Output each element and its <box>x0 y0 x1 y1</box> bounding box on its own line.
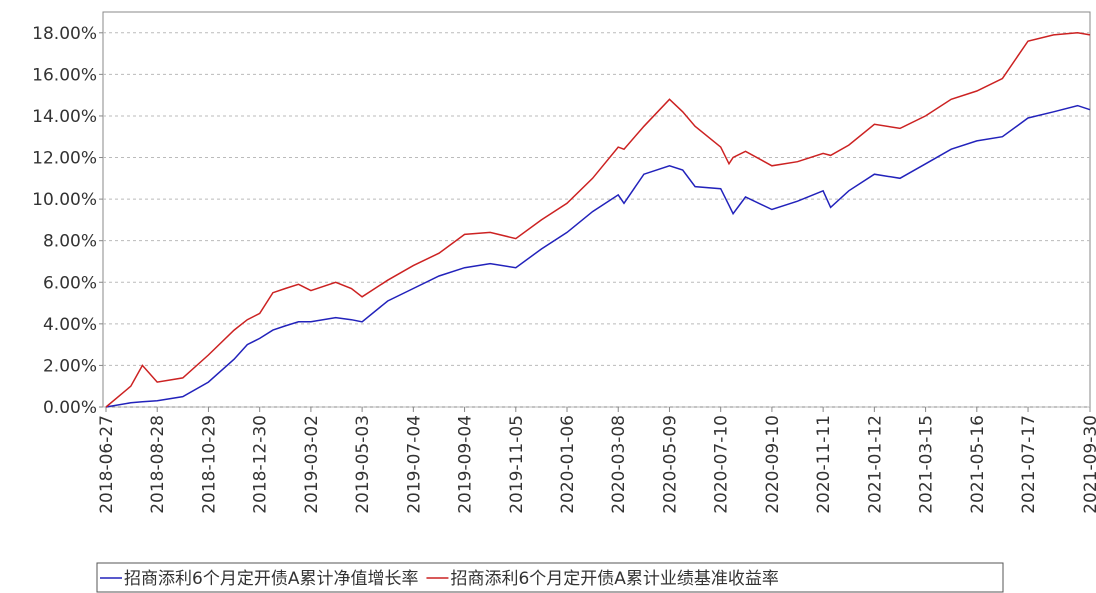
y-tick-label: 8.00% <box>43 232 97 252</box>
y-tick-label: 14.00% <box>32 107 97 127</box>
x-tick-label: 2021-03-15 <box>917 415 937 514</box>
line-series <box>105 32 1091 408</box>
x-tick-label: 2018-12-30 <box>251 415 271 514</box>
x-tick-label: 2020-09-10 <box>763 415 783 514</box>
x-tick-label: 2020-05-09 <box>660 415 680 514</box>
legend-box <box>96 562 1004 593</box>
x-tick-label: 2019-09-04 <box>456 415 476 514</box>
legend-label: 招商添利6个月定开债A累计业绩基准收益率 <box>450 569 778 589</box>
x-tick-label: 2018-06-27 <box>97 415 117 514</box>
x-tick-label: 2019-11-05 <box>507 415 527 514</box>
x-tick-label: 2020-01-06 <box>558 415 578 514</box>
legend-label: 招商添利6个月定开债A累计净值增长率 <box>124 569 418 589</box>
y-tick-label: 10.00% <box>32 190 97 210</box>
x-tick-label: 2021-09-30 <box>1081 415 1096 514</box>
x-tick-label: 2021-01-12 <box>865 415 885 514</box>
x-tick-label: 2020-07-10 <box>712 415 732 514</box>
x-tick-label: 2018-10-29 <box>199 415 219 514</box>
x-tick-label: 2020-11-11 <box>814 415 834 514</box>
y-tick-label: 0.00% <box>43 398 97 418</box>
x-tick-label: 2019-03-02 <box>302 415 322 514</box>
x-tick-label: 2021-07-17 <box>1019 415 1039 514</box>
x-tick-label: 2019-07-04 <box>404 415 424 514</box>
x-tick-label: 2021-05-16 <box>968 415 988 514</box>
y-tick-label: 6.00% <box>43 273 97 293</box>
y-tick-label: 12.00% <box>32 149 97 169</box>
y-tick-label: 4.00% <box>43 315 97 335</box>
y-tick-label: 18.00% <box>32 24 97 44</box>
x-tick-label: 2019-05-03 <box>353 415 373 514</box>
y-tick-label: 16.00% <box>32 65 97 85</box>
x-tick-label: 2018-08-28 <box>148 415 168 514</box>
x-tick-label: 2020-03-08 <box>609 415 629 514</box>
line-series <box>105 104 1091 408</box>
y-tick-label: 2.00% <box>43 356 97 376</box>
